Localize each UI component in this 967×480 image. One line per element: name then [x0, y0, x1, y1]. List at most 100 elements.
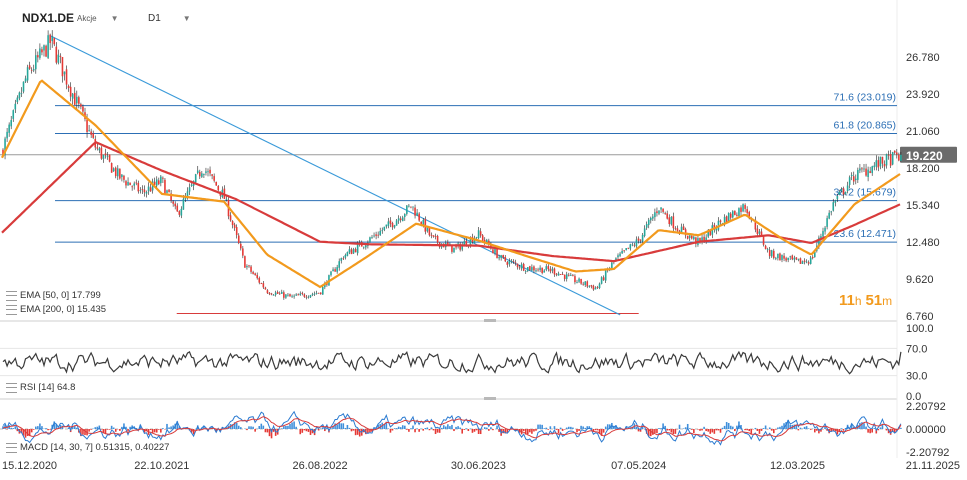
macd-histogram-bar: [266, 429, 269, 433]
candle-body: [672, 216, 675, 229]
macd-legend-text: MACD [14, 30, 7] 0.51315, 0.40227: [20, 442, 170, 453]
macd-histogram-bar: [647, 429, 650, 437]
candle-body: [838, 191, 841, 195]
candle-body: [686, 235, 689, 239]
candle-body: [291, 295, 293, 297]
macd-histogram-bar: [127, 429, 129, 432]
macd-histogram-bar: [12, 428, 15, 429]
macd-histogram-bar: [809, 429, 812, 430]
candle-body: [861, 168, 863, 170]
macd-legend[interactable]: MACD [14, 30, 7] 0.51315, 0.40227: [6, 442, 169, 453]
candle-body: [106, 155, 109, 157]
macd-histogram-bar: [237, 425, 240, 429]
macd-histogram-bar: [887, 429, 890, 434]
candle-body: [201, 173, 203, 177]
timeframe-selector[interactable]: D1: [148, 12, 161, 24]
macd-histogram-bar: [404, 425, 406, 429]
candle-body: [51, 36, 53, 42]
candle-body: [92, 133, 94, 138]
candle-body: [98, 148, 101, 151]
macd-histogram-bar: [504, 429, 507, 434]
macd-histogram-bar: [803, 426, 806, 429]
macd-histogram-bar: [121, 426, 123, 429]
macd-histogram-bar: [625, 426, 627, 429]
macd-histogram-bar: [428, 429, 431, 431]
candle-body: [186, 191, 189, 198]
macd-histogram-bar: [740, 424, 742, 429]
candle-body: [391, 223, 394, 228]
macd-histogram-bar: [549, 426, 552, 429]
macd-histogram-bar: [543, 428, 545, 429]
chevron-down-icon[interactable]: ▼: [182, 13, 191, 23]
candle-body: [857, 169, 859, 180]
macd-histogram-bar: [258, 426, 261, 429]
macd-histogram-bar: [102, 429, 105, 434]
macd-histogram-bar: [408, 429, 410, 432]
candle-body: [611, 262, 613, 269]
candle-body: [557, 273, 560, 276]
indicator-settings-icon[interactable]: [6, 304, 17, 315]
ema200-legend-text: EMA [200, 0] 15.435: [20, 304, 107, 315]
candle-body: [30, 69, 33, 71]
macd-histogram-bar: [555, 429, 558, 430]
instrument-symbol[interactable]: NDX1.DE: [22, 11, 75, 25]
candle-body: [278, 293, 281, 295]
candle-body: [736, 214, 738, 216]
indicator-settings-icon[interactable]: [6, 290, 17, 301]
candle-body: [883, 164, 886, 167]
indicator-settings-icon[interactable]: [6, 382, 17, 393]
macd-histogram-bar: [477, 429, 480, 434]
candle-body: [572, 275, 574, 277]
ema50-legend[interactable]: EMA [50, 0] 17.799: [6, 290, 101, 301]
macd-histogram-bar: [350, 429, 353, 432]
candle-body: [664, 213, 666, 215]
candle-body: [172, 201, 174, 204]
chevron-down-icon[interactable]: ▼: [110, 13, 119, 23]
candle-body: [559, 274, 562, 275]
macd-histogram-bar: [104, 429, 107, 434]
macd-histogram-bar: [662, 423, 664, 429]
candle-body: [455, 246, 457, 248]
macd-histogram-bar: [826, 429, 828, 431]
rsi-tick-label: 100.0: [906, 323, 934, 335]
last-price-value: 19.220: [906, 149, 943, 163]
macd-histogram-bar: [606, 424, 609, 429]
macd-histogram-bar: [527, 429, 529, 435]
candle-body: [45, 45, 47, 57]
ema50-line: [1, 79, 901, 289]
macd-histogram-bar: [303, 429, 306, 431]
rsi-legend[interactable]: RSI [14] 64.8: [6, 382, 75, 393]
macd-histogram-bar: [168, 427, 170, 429]
resize-handle-macd[interactable]: [484, 397, 496, 400]
candle-body: [256, 274, 258, 279]
candle-body: [264, 287, 267, 290]
macd-histogram-bar: [871, 429, 873, 433]
macd-histogram-bar: [539, 424, 541, 429]
price-panel[interactable]: 71.6 (23.019) 61.8 (20.865) 38.2 (15.679) 2…: [0, 30, 957, 316]
macd-histogram-bar: [529, 429, 531, 433]
macd-histogram-bar: [658, 428, 660, 429]
indicator-settings-icon[interactable]: [6, 442, 17, 453]
candle-body: [604, 270, 607, 281]
candle-body: [551, 268, 554, 271]
candle-body: [108, 154, 111, 162]
macd-histogram-bar: [715, 429, 718, 431]
candle-body: [748, 212, 750, 219]
macd-histogram-bar: [246, 429, 248, 431]
macd-histogram-bar: [578, 429, 580, 431]
macd-histogram-bar: [609, 424, 611, 429]
macd-histogram-bar: [842, 429, 845, 431]
resize-handle-rsi[interactable]: [484, 319, 496, 322]
candle-body: [547, 266, 550, 270]
ema200-legend[interactable]: EMA [200, 0] 15.435: [6, 304, 106, 315]
candle-body: [744, 204, 746, 209]
candle-body: [582, 283, 584, 285]
macd-histogram-bar: [319, 428, 322, 429]
macd-histogram-bar: [711, 429, 714, 433]
macd-histogram-bar: [414, 429, 416, 433]
rsi-panel[interactable]: [0, 347, 902, 377]
macd-histogram-bar: [723, 425, 726, 429]
macd-panel[interactable]: [0, 410, 902, 446]
macd-histogram-bar: [773, 429, 775, 434]
